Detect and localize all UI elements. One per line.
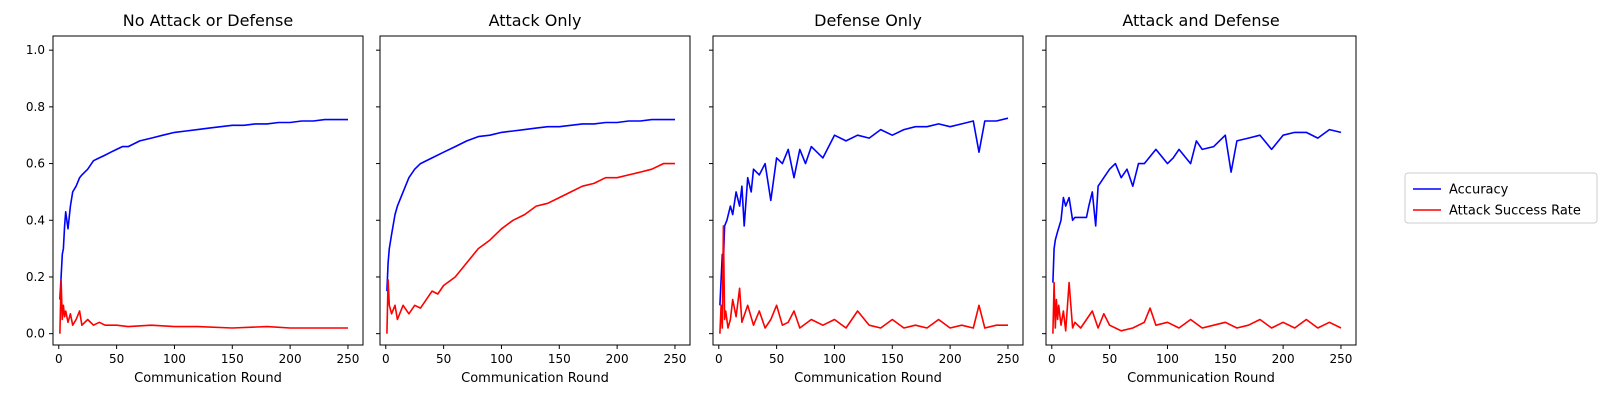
x-tick-label: 250 (997, 352, 1020, 366)
chart-title: Defense Only (814, 11, 922, 30)
y-tick-label: 0.2 (26, 270, 45, 284)
axes-frame (712, 35, 1024, 346)
x-tick-label: 200 (606, 352, 629, 366)
y-tick-label: 1.0 (26, 43, 45, 57)
series-line-accuracy (386, 118, 675, 292)
chart-title: Attack Only (489, 11, 582, 30)
x-tick-label: 100 (490, 352, 513, 366)
chart-title: No Attack or Defense (123, 11, 293, 30)
x-tick-label: 150 (221, 352, 244, 366)
legend-label-attack-success-rate: Attack Success Rate (1449, 204, 1581, 219)
chart-panel-2: Attack Only 0 50 100 150 200 250 Communication … (376, 11, 691, 386)
series-line-attack-success-rate (1052, 281, 1342, 334)
x-tick-label: 200 (279, 352, 302, 366)
series-line-accuracy (1052, 128, 1342, 283)
x-tick-label: 0 (715, 352, 723, 366)
y-tick-label: 0.6 (26, 157, 45, 171)
x-tick-label: 150 (1214, 352, 1237, 366)
legend: Accuracy Attack Success Rate (1404, 172, 1598, 224)
x-tick-label: 200 (1272, 352, 1295, 366)
x-tick-label: 100 (163, 352, 186, 366)
series-line-attack-success-rate (59, 278, 348, 334)
chart-panel-4: Attack and Defense 0 50 100 150 200 250 Communi… (1042, 11, 1357, 386)
chart-panel-1: No Attack or Defense 0 50 100 150 200 250 0.0 0.… (26, 11, 364, 386)
x-tick-label: 150 (881, 352, 904, 366)
x-axis-label: Communication Round (134, 371, 282, 386)
y-tick-label: 0.0 (26, 327, 45, 341)
axes-frame (52, 35, 364, 346)
axes-frame (379, 35, 691, 346)
x-axis-label: Communication Round (794, 371, 942, 386)
x-tick-label: 100 (823, 352, 846, 366)
x-tick-label: 250 (1330, 352, 1353, 366)
axes-frame (1045, 35, 1357, 346)
series-line-attack-success-rate (719, 225, 1008, 334)
x-axis-label: Communication Round (461, 371, 609, 386)
x-tick-label: 100 (1156, 352, 1179, 366)
x-tick-label: 50 (769, 352, 784, 366)
x-tick-label: 250 (664, 352, 687, 366)
legend-label-accuracy: Accuracy (1449, 183, 1509, 198)
x-tick-label: 250 (337, 352, 360, 366)
x-tick-label: 0 (382, 352, 390, 366)
y-tick-label: 0.8 (26, 100, 45, 114)
series-line-attack-success-rate (386, 162, 675, 334)
series-line-accuracy (719, 117, 1009, 306)
x-tick-label: 0 (55, 352, 63, 366)
legend-frame (1404, 172, 1598, 224)
chart-panels: No Attack or Defense 0 50 100 150 200 250 0.0 0.… (26, 11, 1357, 386)
x-tick-label: 50 (1102, 352, 1117, 366)
x-tick-label: 0 (1048, 352, 1056, 366)
x-tick-label: 50 (109, 352, 124, 366)
x-tick-label: 150 (548, 352, 571, 366)
y-tick-label: 0.4 (26, 213, 45, 227)
x-tick-label: 200 (939, 352, 962, 366)
x-tick-label: 50 (436, 352, 451, 366)
chart-title: Attack and Defense (1122, 11, 1279, 30)
x-axis-label: Communication Round (1127, 371, 1275, 386)
chart-panel-3: Defense Only 0 50 100 150 200 250 Communication… (709, 11, 1024, 386)
series-line-accuracy (59, 118, 348, 300)
